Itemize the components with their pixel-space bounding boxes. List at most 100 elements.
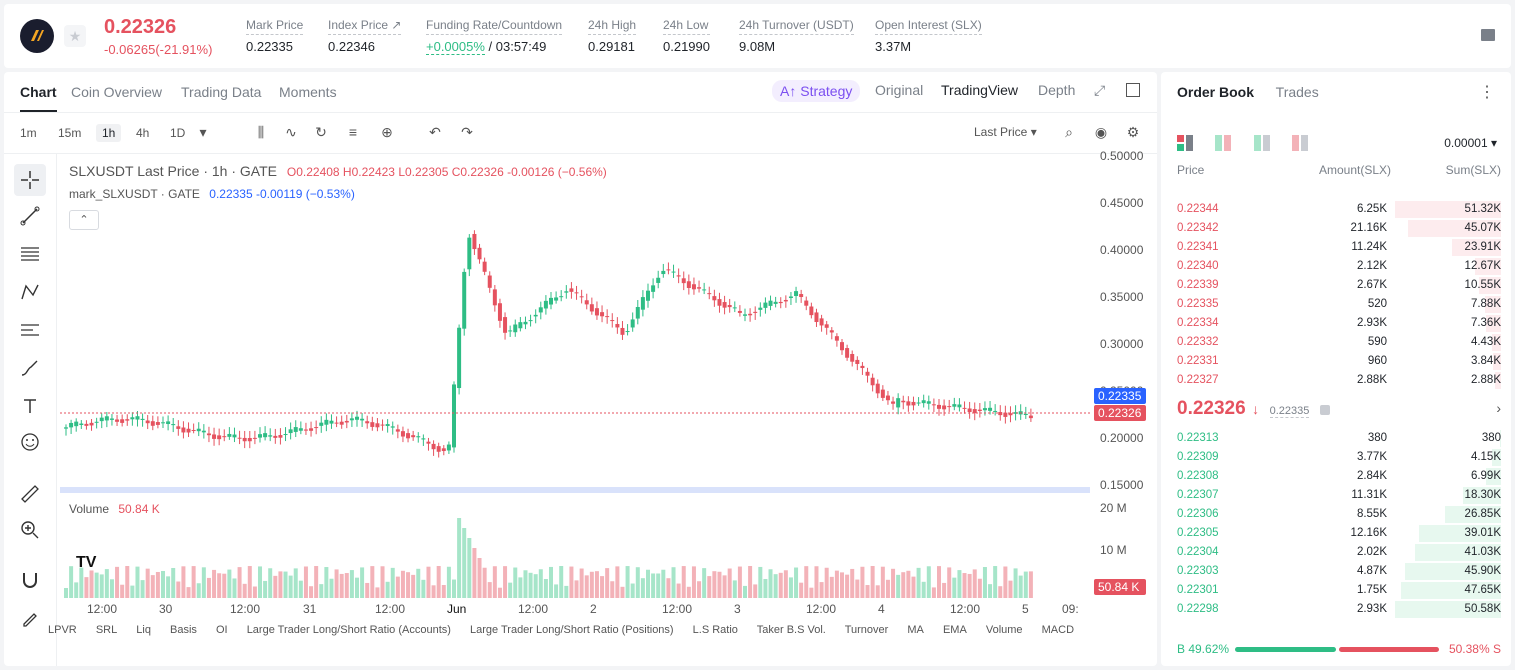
trend-line-icon[interactable] bbox=[14, 200, 46, 232]
crosshair-icon[interactable] bbox=[14, 164, 46, 196]
bid-row[interactable]: 0.22309 3.77K 4.15K bbox=[1161, 448, 1511, 467]
bid-row[interactable]: 0.22303 4.87K 45.90K bbox=[1161, 562, 1511, 581]
bid-row[interactable]: 0.22306 8.55K 26.85K bbox=[1161, 505, 1511, 524]
bid-row[interactable]: 0.22298 2.93K 50.58K bbox=[1161, 600, 1511, 619]
indicator-macd[interactable]: MACD bbox=[1041, 624, 1075, 636]
bid-row[interactable]: 0.22305 12.16K 39.01K bbox=[1161, 524, 1511, 543]
last-price-tag bbox=[1094, 405, 1146, 421]
tab-chart[interactable]: Chart bbox=[20, 84, 57, 112]
guide-book-icon[interactable] bbox=[1481, 29, 1495, 41]
ask-row[interactable]: 0.22334 2.93K 7.36K bbox=[1161, 314, 1511, 333]
ask-row[interactable]: 0.22331 960 3.84K bbox=[1161, 352, 1511, 371]
depth-bar bbox=[1408, 220, 1501, 237]
search-icon[interactable]: ⌕ bbox=[1065, 124, 1073, 140]
indicator-lpvr[interactable]: LPVR bbox=[48, 624, 77, 636]
info-icon[interactable] bbox=[1319, 404, 1330, 415]
ask-row[interactable]: 0.22335 520 7.88K bbox=[1161, 295, 1511, 314]
ask-row[interactable]: 0.22339 2.67K 10.55K bbox=[1161, 276, 1511, 295]
bid-row[interactable]: 0.22313 380 380 bbox=[1161, 429, 1511, 448]
timeframe-4h[interactable]: 4h bbox=[136, 126, 150, 140]
ask-row[interactable]: 0.22342 21.16K 45.07K bbox=[1161, 219, 1511, 238]
add-alert-icon[interactable]: ⊕ bbox=[381, 124, 393, 140]
candle-body bbox=[140, 418, 145, 420]
ruler-icon[interactable] bbox=[14, 478, 46, 510]
layout-split-icon[interactable] bbox=[1215, 134, 1232, 151]
brush-icon[interactable] bbox=[14, 352, 46, 384]
pattern-icon[interactable] bbox=[14, 276, 46, 308]
bid-row[interactable]: 0.22307 11.31K 18.30K bbox=[1161, 486, 1511, 505]
candle-body bbox=[533, 314, 538, 317]
volume-bar bbox=[630, 583, 635, 598]
timeframe-1m[interactable]: 1m bbox=[20, 126, 37, 140]
tab-trades[interactable]: Trades bbox=[1275, 84, 1319, 100]
price-chart[interactable]: 0.500000.450000.400000.350000.300000.250… bbox=[4, 72, 1157, 666]
indicator-ls-accounts[interactable]: Large Trader Long/Short Ratio (Accounts) bbox=[246, 624, 451, 636]
magnet-icon[interactable] bbox=[14, 564, 46, 596]
indicator-turnover[interactable]: Turnover bbox=[844, 624, 889, 636]
ask-row[interactable]: 0.22340 2.12K 12.67K bbox=[1161, 257, 1511, 276]
ask-row[interactable]: 0.22341 11.24K 23.91K bbox=[1161, 238, 1511, 257]
timeframe-1d[interactable]: 1D bbox=[170, 126, 186, 140]
layout-asks-icon[interactable] bbox=[1292, 134, 1309, 151]
tab-moments[interactable]: Moments bbox=[279, 84, 337, 100]
view-tradingview[interactable]: TradingView bbox=[941, 82, 1019, 98]
bid-row[interactable]: 0.22301 1.75K 47.65K bbox=[1161, 581, 1511, 600]
layout-bids-icon[interactable] bbox=[1253, 134, 1270, 151]
candle-type-icon[interactable]: ⫼ bbox=[257, 124, 265, 140]
ask-row[interactable]: 0.22332 590 4.43K bbox=[1161, 333, 1511, 352]
fullscreen-icon[interactable]: ⤢ bbox=[1094, 82, 1106, 98]
view-depth[interactable]: Depth bbox=[1038, 82, 1076, 98]
indicator-ema[interactable]: EMA bbox=[942, 624, 967, 636]
indicator-ls-positions[interactable]: Large Trader Long/Short Ratio (Positions… bbox=[469, 624, 674, 636]
tab-order-book[interactable]: Order Book bbox=[1177, 84, 1255, 100]
timeframe-15m[interactable]: 15m bbox=[58, 126, 82, 140]
zoom-in-icon[interactable] bbox=[14, 514, 46, 546]
bid-row[interactable]: 0.22308 2.84K 6.99K bbox=[1161, 467, 1511, 486]
ask-row[interactable]: 0.22327 2.88K 2.88K bbox=[1161, 371, 1511, 390]
replay-icon[interactable]: ↻ bbox=[315, 124, 327, 140]
precision-select[interactable]: 0.00001 ▾ bbox=[1444, 136, 1497, 150]
stat-index-price[interactable]: Index Price ↗ 0.22346 bbox=[328, 18, 402, 54]
indicators-icon[interactable]: ∿ bbox=[285, 124, 297, 140]
more-options-icon[interactable]: ⋮ bbox=[1479, 84, 1495, 101]
indicator-ls-ratio[interactable]: L.S Ratio bbox=[692, 624, 738, 636]
layout-both-icon[interactable] bbox=[1177, 134, 1193, 151]
redo-icon[interactable]: ↷ bbox=[461, 124, 473, 140]
indicator-liq[interactable]: Liq bbox=[136, 624, 151, 636]
volume-bar bbox=[691, 566, 696, 598]
settings-gear-icon[interactable]: ⚙ bbox=[1126, 124, 1140, 140]
bid-row[interactable]: 0.22304 2.02K 41.03K bbox=[1161, 543, 1511, 562]
timeframe-1h[interactable]: 1h bbox=[96, 124, 122, 142]
screenshot-icon[interactable]: ◉ bbox=[1094, 124, 1108, 140]
tab-coin-overview[interactable]: Coin Overview bbox=[71, 84, 163, 100]
chevron-right-icon[interactable]: › bbox=[1496, 400, 1501, 416]
indicator-basis[interactable]: Basis bbox=[170, 624, 197, 636]
templates-icon[interactable]: ≡ bbox=[348, 124, 358, 140]
window-icon[interactable] bbox=[1126, 83, 1140, 97]
undo-icon[interactable]: ↶ bbox=[429, 124, 441, 140]
volume-bar bbox=[109, 579, 114, 598]
volume-bar bbox=[518, 577, 523, 598]
ask-row[interactable]: 0.22344 6.25K 51.32K bbox=[1161, 200, 1511, 219]
fib-retracement-icon[interactable] bbox=[14, 238, 46, 270]
prediction-icon[interactable] bbox=[14, 314, 46, 346]
text-tool-icon[interactable] bbox=[14, 390, 46, 422]
volume-bar bbox=[559, 566, 564, 598]
strategy-button[interactable]: A↑ Strategy bbox=[772, 80, 861, 102]
dropdown-caret-icon[interactable]: ▾ bbox=[199, 124, 207, 140]
collapse-legend-button[interactable]: ⌃ bbox=[69, 210, 99, 230]
indicator-srl[interactable]: SRL bbox=[95, 624, 118, 636]
volume-bar bbox=[1008, 580, 1013, 598]
view-original[interactable]: Original bbox=[875, 82, 924, 98]
favorite-star-icon[interactable]: ★ bbox=[64, 25, 86, 47]
indicator-oi[interactable]: OI bbox=[216, 624, 228, 636]
emoji-icon[interactable] bbox=[14, 426, 46, 458]
lock-drawing-icon[interactable] bbox=[14, 602, 46, 634]
indicator-ma[interactable]: MA bbox=[907, 624, 924, 636]
volume-bar bbox=[763, 578, 768, 598]
indicator-taker-vol[interactable]: Taker B.S Vol. bbox=[756, 624, 826, 636]
volume-bar bbox=[850, 568, 855, 598]
tab-trading-data[interactable]: Trading Data bbox=[181, 84, 262, 100]
indicator-volume[interactable]: Volume bbox=[985, 624, 1023, 636]
price-type-select[interactable]: Last Price ▾ bbox=[974, 125, 1037, 139]
